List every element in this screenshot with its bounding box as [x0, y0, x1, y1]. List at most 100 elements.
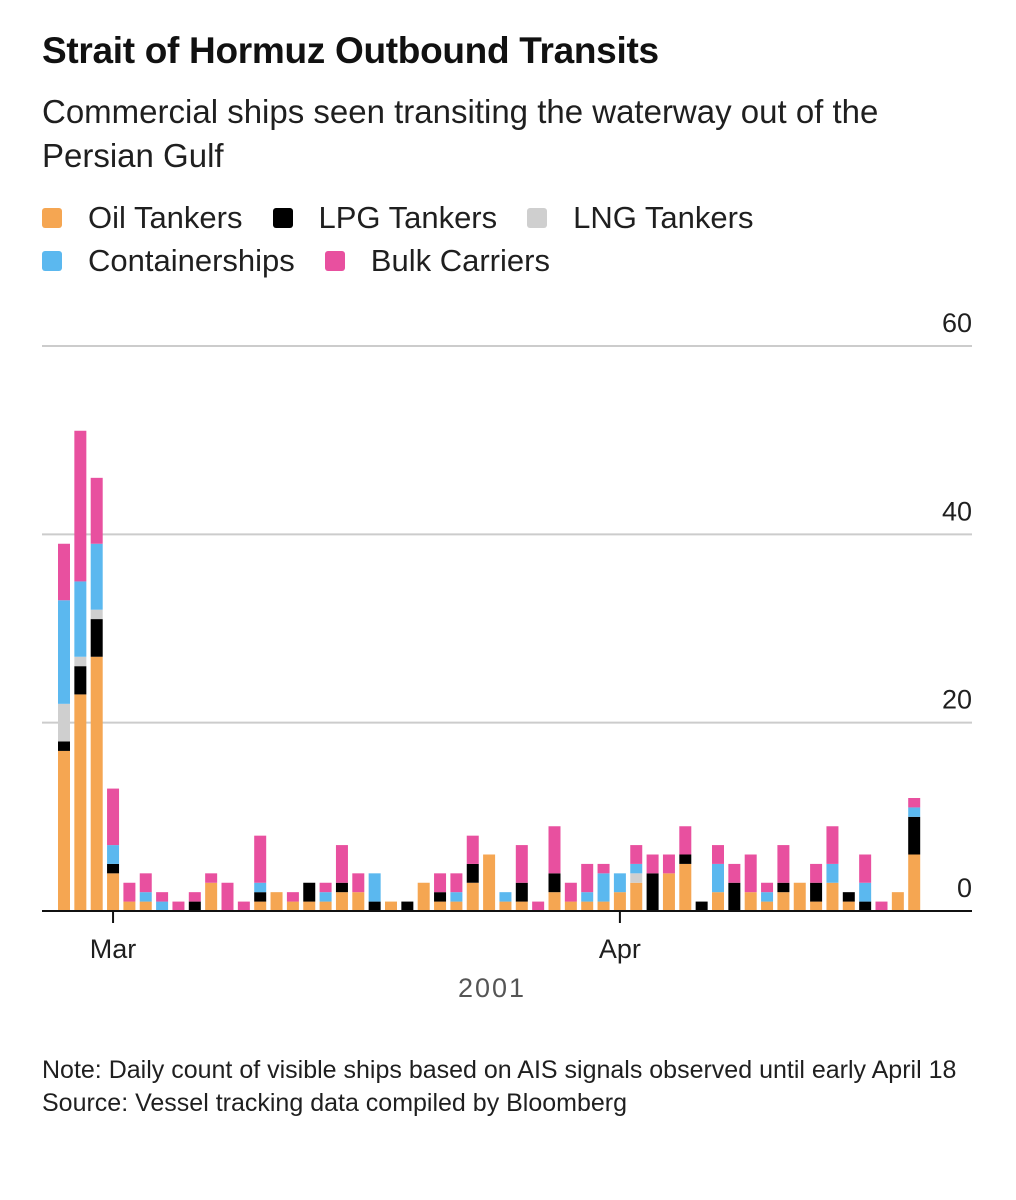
bar-segment-oil-tankers-28 [515, 901, 528, 911]
x-tick-label-mar: Mar [90, 934, 137, 964]
bar-segment-oil-tankers-35 [630, 882, 643, 911]
bar-segment-oil-tankers-43 [761, 901, 774, 911]
bar-segment-lpg-tankers-52 [908, 816, 921, 855]
legend-label-lpg-tankers: LPG Tankers [318, 199, 498, 235]
bar-segment-containerships-47 [826, 863, 839, 883]
bar-segment-bulk-carriers-38 [679, 826, 692, 855]
bar-segment-oil-tankers-18 [352, 892, 365, 911]
bar-segment-lpg-tankers-1 [74, 666, 87, 695]
bar-segment-oil-tankers-15 [303, 901, 316, 911]
bar-segment-containerships-27 [499, 892, 512, 902]
legend-row-2: Containerships Bulk Carriers [42, 239, 972, 282]
bar-segment-oil-tankers-37 [662, 873, 675, 911]
bar-segment-containerships-49 [859, 882, 872, 902]
bar-segment-lpg-tankers-48 [842, 892, 855, 902]
legend: Oil Tankers LPG Tankers LNG Tankers Cont… [42, 196, 972, 282]
bar-segment-oil-tankers-27 [499, 901, 512, 911]
bar-segment-bulk-carriers-43 [761, 882, 774, 893]
bar-segment-lpg-tankers-25 [466, 863, 479, 883]
bar-segment-containerships-32 [581, 892, 594, 902]
bar-segment-oil-tankers-52 [908, 854, 921, 911]
bar-segment-lpg-tankers-15 [303, 882, 316, 902]
bar-segment-bulk-carriers-30 [548, 826, 561, 874]
bar-segment-oil-tankers-46 [810, 901, 823, 911]
bar-segment-oil-tankers-38 [679, 863, 692, 911]
bar-segment-lpg-tankers-38 [679, 854, 692, 864]
bar-segment-lpg-tankers-21 [401, 901, 414, 911]
bar-segment-containerships-52 [908, 807, 921, 817]
bar-segment-lng-tankers-1 [74, 656, 87, 667]
bar-segment-lng-tankers-0 [58, 703, 70, 742]
bar-segment-bulk-carriers-24 [450, 873, 463, 893]
legend-item-containerships: Containerships [42, 243, 295, 279]
bar-segment-oil-tankers-45 [793, 882, 806, 911]
y-tick-label-0: 0 [957, 873, 972, 903]
bar-segment-containerships-35 [630, 863, 643, 874]
bar-segment-containerships-1 [74, 581, 87, 657]
bar-segment-lpg-tankers-3 [107, 863, 120, 874]
bar-segment-bulk-carriers-8 [188, 892, 201, 902]
bar-segment-bulk-carriers-42 [744, 854, 757, 893]
bar-segment-bulk-carriers-3 [107, 788, 120, 846]
bar-segment-oil-tankers-0 [58, 750, 70, 911]
bar-segment-oil-tankers-9 [205, 882, 218, 911]
bar-segment-lpg-tankers-49 [859, 901, 872, 911]
bar-segment-oil-tankers-5 [139, 901, 152, 911]
bar-segment-containerships-3 [107, 845, 120, 864]
bar-segment-oil-tankers-14 [286, 901, 299, 911]
legend-row-1: Oil Tankers LPG Tankers LNG Tankers [42, 196, 972, 239]
bar-segment-containerships-16 [319, 892, 332, 902]
bar-segment-oil-tankers-48 [842, 901, 855, 911]
stacked-bar-chart: 0 20 40 60 Mar Apr 2001 [42, 308, 972, 1003]
bar-segment-oil-tankers-32 [581, 901, 594, 911]
bar-segment-containerships-6 [156, 901, 169, 911]
bar-segment-bulk-carriers-49 [859, 854, 872, 883]
bar-segment-oil-tankers-44 [777, 892, 790, 911]
bar-segment-oil-tankers-25 [466, 882, 479, 911]
x-year-label: 2001 [458, 973, 526, 1003]
bar-segment-bulk-carriers-14 [286, 892, 299, 902]
legend-swatch-lpg-tankers [272, 207, 293, 228]
bar-segment-oil-tankers-42 [744, 892, 757, 911]
bar-segment-bulk-carriers-37 [662, 854, 675, 874]
bar-segment-bulk-carriers-6 [156, 892, 169, 902]
bar-segment-bulk-carriers-35 [630, 845, 643, 864]
legend-item-lng-tankers: LNG Tankers [527, 200, 753, 236]
bar-segment-oil-tankers-3 [107, 873, 120, 911]
bar-segment-bulk-carriers-28 [515, 845, 528, 883]
bar-segment-oil-tankers-23 [434, 901, 447, 911]
bar-segment-bulk-carriers-17 [335, 845, 348, 883]
bar-segment-containerships-2 [90, 543, 103, 610]
bar-segment-oil-tankers-31 [564, 901, 577, 911]
legend-swatch-bulk-carriers [324, 250, 345, 271]
bar-segment-oil-tankers-34 [613, 892, 626, 911]
bar-segment-bulk-carriers-29 [532, 901, 545, 911]
legend-swatch-lng-tankers [527, 207, 548, 228]
bar-segment-bulk-carriers-12 [254, 835, 267, 883]
bar-segment-bulk-carriers-4 [123, 882, 136, 902]
bar-segment-containerships-33 [597, 873, 610, 902]
bar-segment-oil-tankers-13 [270, 892, 283, 911]
bar-segment-lpg-tankers-28 [515, 882, 528, 902]
bar-segment-bulk-carriers-0 [58, 543, 70, 601]
bar-segment-oil-tankers-40 [712, 892, 724, 911]
bar-segment-lpg-tankers-41 [728, 882, 741, 911]
bar-segment-lpg-tankers-2 [90, 619, 103, 657]
bar-segment-containerships-34 [613, 873, 626, 893]
chart-note: Note: Daily count of visible ships based… [42, 1056, 957, 1084]
bar-segment-oil-tankers-22 [417, 882, 430, 911]
bar-segment-oil-tankers-17 [335, 892, 348, 911]
bar-segment-lpg-tankers-44 [777, 882, 790, 893]
bar-segment-oil-tankers-51 [891, 892, 904, 911]
legend-label-bulk-carriers: Bulk Carriers [370, 242, 550, 278]
bar-segment-lpg-tankers-30 [548, 873, 561, 893]
legend-item-lpg-tankers: LPG Tankers [272, 199, 498, 236]
chart-title: Strait of Hormuz Outbound Transits [42, 30, 659, 71]
legend-label-oil-tankers: Oil Tankers [88, 199, 243, 235]
bar-segment-bulk-carriers-23 [434, 873, 447, 893]
bar-segment-bulk-carriers-11 [237, 901, 250, 911]
bar-segment-bulk-carriers-18 [352, 873, 365, 893]
chart-footer: Note: Daily count of visible ships based… [42, 1054, 982, 1120]
bar-segment-oil-tankers-20 [385, 901, 397, 911]
legend-item-bulk-carriers: Bulk Carriers [324, 242, 550, 279]
